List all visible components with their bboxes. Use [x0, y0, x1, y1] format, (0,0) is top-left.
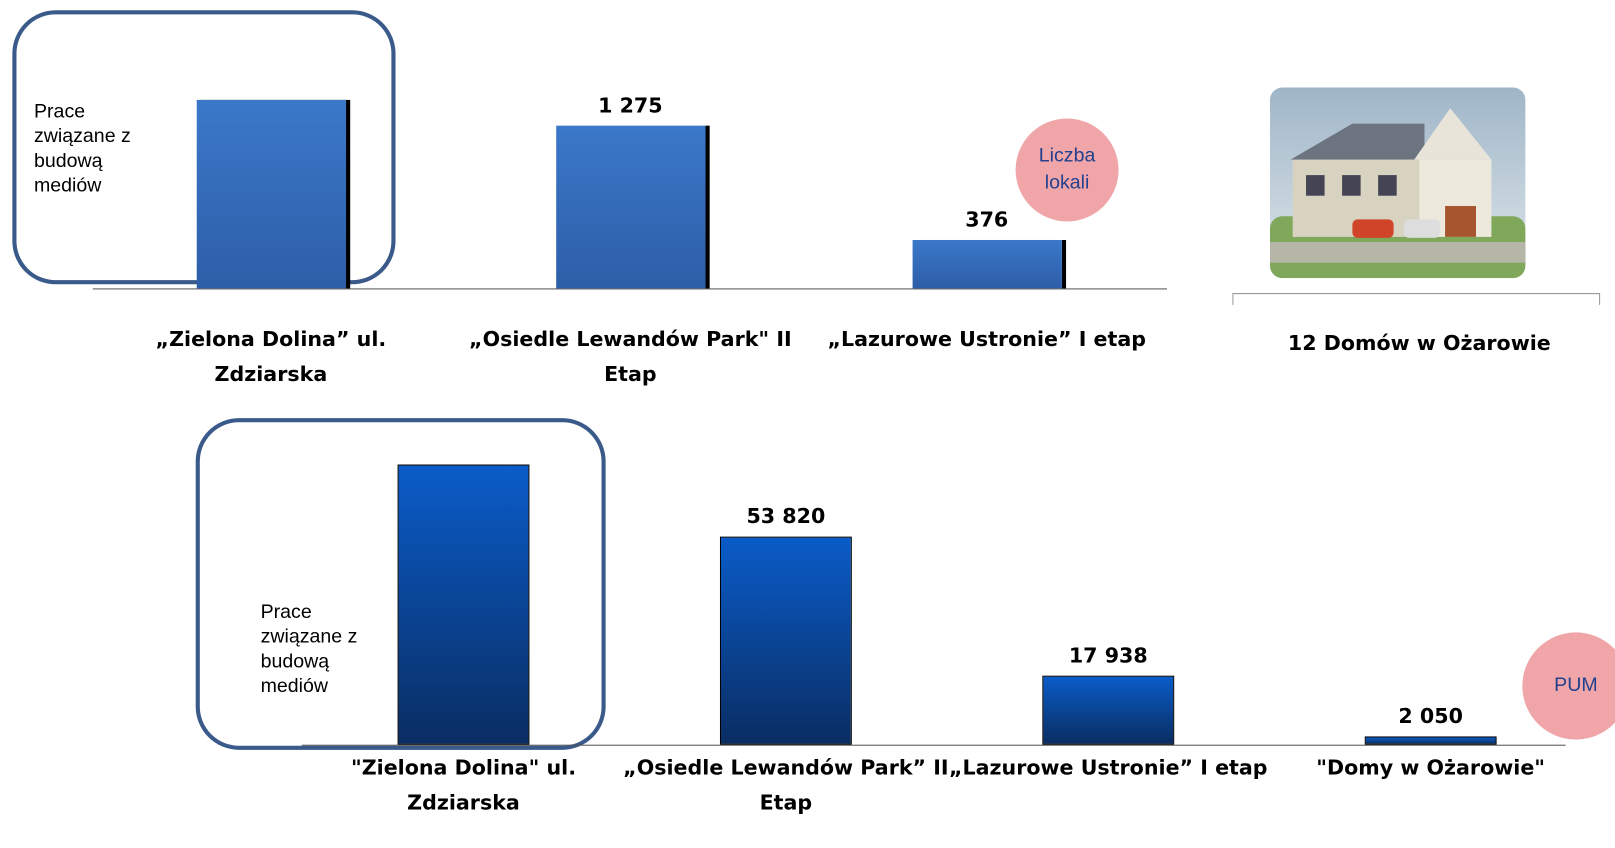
photo — [1269, 87, 1526, 279]
side-caption: 12 Domów w Ożarowie — [1287, 330, 1551, 356]
baseline — [92, 288, 1167, 290]
x-tick-label: "Zielona Dolina" ul. Zdziarska — [350, 754, 577, 815]
annotation: Prace związane z budową mediów — [260, 601, 358, 698]
baseline — [301, 744, 1566, 746]
x-tick-label: „Osiedle Lewandów Park” II Etap — [623, 754, 949, 815]
x-tick-label: „Osiedle Lewandów Park" II Etap — [469, 326, 792, 387]
bar — [1364, 736, 1497, 745]
x-tick-label: "Domy w Ożarowie" — [1316, 754, 1546, 780]
annotation: Prace związane z budową mediów — [33, 100, 131, 197]
value-label: 2 050 — [1398, 703, 1463, 729]
value-label: 17 938 — [1068, 642, 1148, 668]
bar — [397, 464, 530, 745]
bar — [1042, 675, 1175, 745]
badge-text: Liczba lokali — [1038, 145, 1096, 194]
value-label: 53 820 — [746, 503, 826, 529]
badge-text: PUM — [1554, 674, 1598, 697]
bar — [719, 536, 852, 745]
x-tick-label: „Lazurowe Ustronie” I etap — [948, 754, 1268, 780]
badge: Liczba lokali — [1015, 118, 1119, 222]
x-tick-label: „Lazurowe Ustronie” I etap — [827, 326, 1147, 352]
bracket — [1232, 293, 1601, 305]
badge: PUM — [1522, 632, 1615, 740]
bar — [912, 240, 1062, 289]
x-tick-label: „Zielona Dolina” ul. Zdziarska — [155, 326, 387, 387]
value-label: 1 275 — [598, 92, 663, 118]
highlight-box — [195, 418, 606, 750]
value-label: 376 — [965, 207, 1009, 233]
bar — [196, 100, 346, 289]
bar — [555, 125, 706, 289]
